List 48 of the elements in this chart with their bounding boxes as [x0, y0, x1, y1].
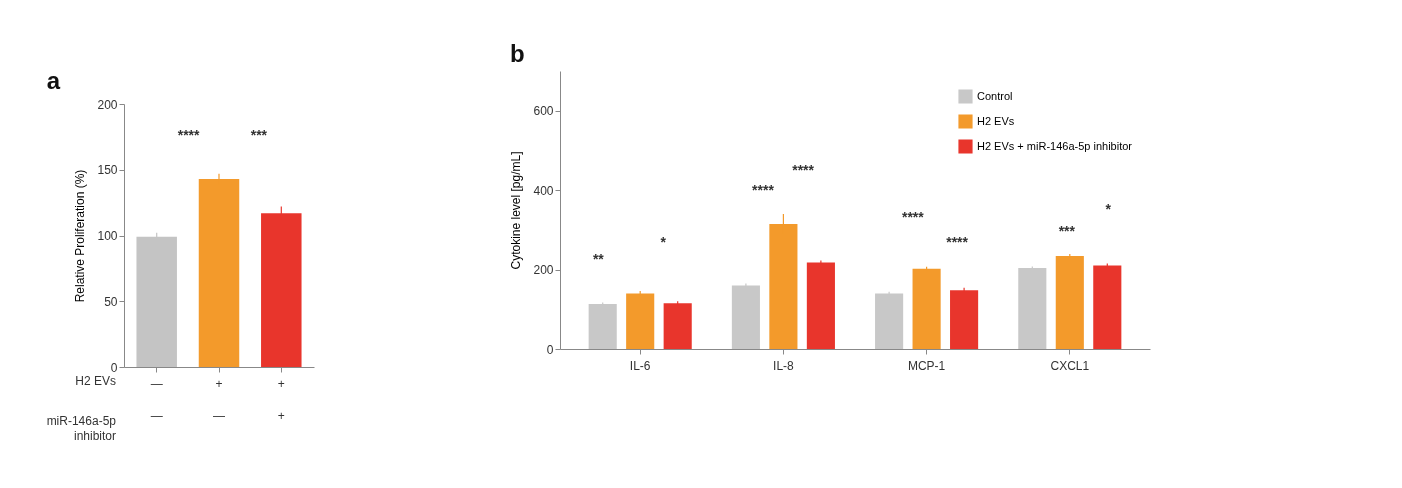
annotation: *** [1058, 223, 1076, 240]
annotation: ** [592, 251, 605, 268]
bar [731, 285, 760, 349]
legend-label: Control [977, 89, 1013, 102]
text: H2 EVs [75, 374, 116, 388]
annotation: **** [901, 209, 925, 226]
x-tick-label: IL-8 [773, 358, 795, 373]
annotation: **** [946, 234, 969, 251]
annotation: **** [752, 181, 775, 198]
y-axis-title: Cytokine level [pg/mL] [509, 151, 524, 270]
chart-title: a [46, 67, 61, 94]
annotation: **** [792, 162, 815, 179]
annotation: **** [177, 126, 201, 143]
bar [136, 236, 177, 367]
bar [626, 293, 655, 349]
bar [1055, 256, 1084, 349]
bar [806, 262, 835, 349]
y-tick-label: 200 [533, 263, 554, 278]
legend-label: H2 EVs + miR-146a-5p inhibitor [977, 139, 1133, 152]
y-tick-label: 50 [104, 294, 118, 309]
category-label: + + [277, 376, 285, 423]
y-tick-label: 150 [97, 163, 118, 178]
bar [1018, 267, 1047, 349]
x-tick-label: MCP-1 [907, 358, 946, 373]
y-tick-label: 600 [533, 104, 554, 119]
bar [588, 304, 617, 349]
bar [198, 178, 240, 367]
y-tick-label: 100 [97, 229, 118, 243]
category-label: + — [213, 376, 225, 423]
bar [950, 290, 979, 349]
bar [912, 268, 941, 349]
bar [875, 293, 904, 349]
y-tick-label: 0 [110, 360, 118, 375]
legend-label: H2 EVs [977, 114, 1015, 127]
chart-title: b [509, 40, 525, 67]
bar [663, 303, 692, 349]
y-tick-label: 400 [533, 183, 554, 198]
x-tick-label: CXCL1 [1050, 358, 1090, 373]
x-tick-label: IL-6 [629, 358, 651, 373]
category-label: — — [150, 376, 163, 423]
y-tick-label: 0 [546, 342, 554, 357]
bar [1093, 265, 1122, 349]
text: miR-146a-5p inhibitor [46, 414, 117, 443]
y-tick-label: 200 [97, 97, 118, 112]
y-axis-title: Relative Proliferation (%) [73, 169, 88, 303]
annotation: *** [250, 126, 268, 143]
annotation: * [660, 234, 667, 251]
annotation: * [1105, 201, 1112, 217]
